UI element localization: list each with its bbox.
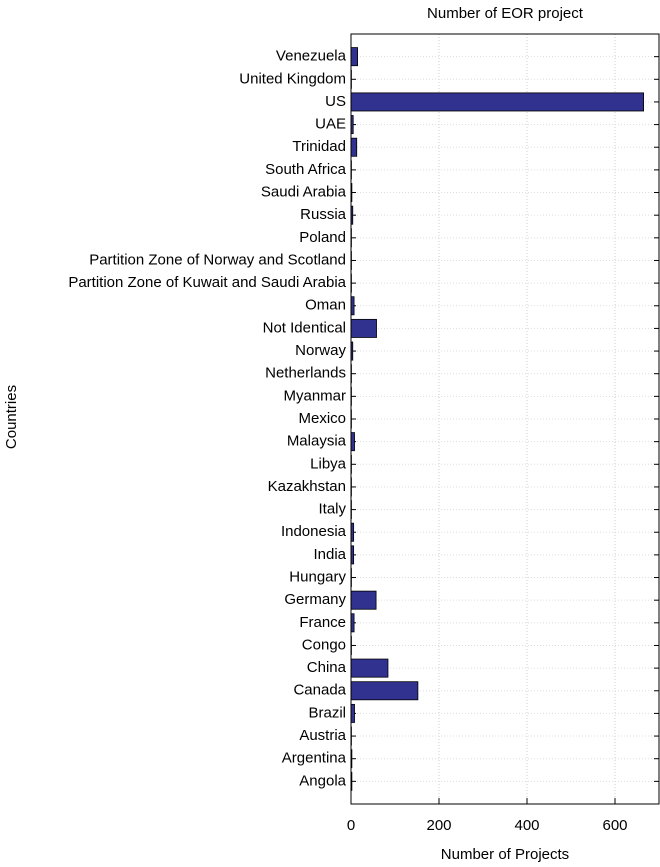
- chart-title: Number of EOR project: [427, 5, 584, 22]
- y-tick-label: Not Identical: [263, 319, 346, 336]
- y-tick-label: India: [313, 546, 346, 563]
- y-tick-label: Poland: [299, 229, 346, 246]
- bar: [350, 137, 358, 157]
- x-tick-label: 400: [514, 817, 539, 834]
- y-tick-label: Libya: [310, 455, 347, 472]
- bar: [350, 432, 355, 452]
- y-axis-label: Countries: [3, 385, 20, 449]
- y-tick-label: Malaysia: [287, 433, 347, 450]
- y-tick-label: South Africa: [265, 161, 347, 178]
- y-tick-label: Argentina: [282, 750, 347, 767]
- y-tick-label: UAE: [315, 116, 346, 133]
- y-tick-label: Oman: [305, 297, 346, 314]
- y-tick-label: Canada: [293, 682, 346, 699]
- x-tick-label: 200: [426, 817, 451, 834]
- y-tick-label: Congo: [302, 636, 346, 653]
- bar: [350, 47, 358, 67]
- y-tick-label: Saudi Arabia: [261, 183, 347, 200]
- y-tick-label: Mexico: [298, 410, 346, 427]
- bar: [350, 658, 389, 678]
- y-tick-label: US: [325, 93, 346, 110]
- y-tick-label: Partition Zone of Kuwait and Saudi Arabi…: [68, 274, 346, 291]
- y-tick-label: Kazakhstan: [268, 478, 346, 495]
- x-tick-label: 0: [347, 817, 355, 834]
- bar: [350, 590, 377, 610]
- y-tick-label: Germany: [284, 591, 346, 608]
- y-tick-label: China: [307, 659, 347, 676]
- y-tick-label: Norway: [295, 342, 346, 359]
- bar: [350, 92, 645, 112]
- y-tick-label: Trinidad: [292, 138, 346, 155]
- y-tick-label: Indonesia: [281, 523, 347, 540]
- y-tick-label: Brazil: [308, 704, 346, 721]
- y-tick-label: Russia: [300, 206, 347, 223]
- y-tick-label: Angola: [299, 772, 346, 789]
- y-tick-label: Venezuela: [276, 48, 347, 65]
- y-tick-label: Netherlands: [265, 365, 346, 382]
- y-tick-label: Partition Zone of Norway and Scotland: [89, 251, 346, 268]
- bar: [350, 318, 377, 338]
- y-tick-label: Hungary: [289, 568, 346, 585]
- plot-frame: [350, 33, 660, 805]
- y-tick-label: France: [299, 614, 346, 631]
- x-axis-label: Number of Projects: [441, 846, 569, 863]
- y-tick-label: Myanmar: [283, 387, 346, 404]
- y-tick-label: Italy: [318, 501, 346, 518]
- y-tick-label: Austria: [299, 727, 346, 744]
- bar: [350, 703, 355, 723]
- bar: [350, 681, 419, 701]
- y-tick-label: United Kingdom: [239, 70, 346, 87]
- x-tick-label: 600: [602, 817, 627, 834]
